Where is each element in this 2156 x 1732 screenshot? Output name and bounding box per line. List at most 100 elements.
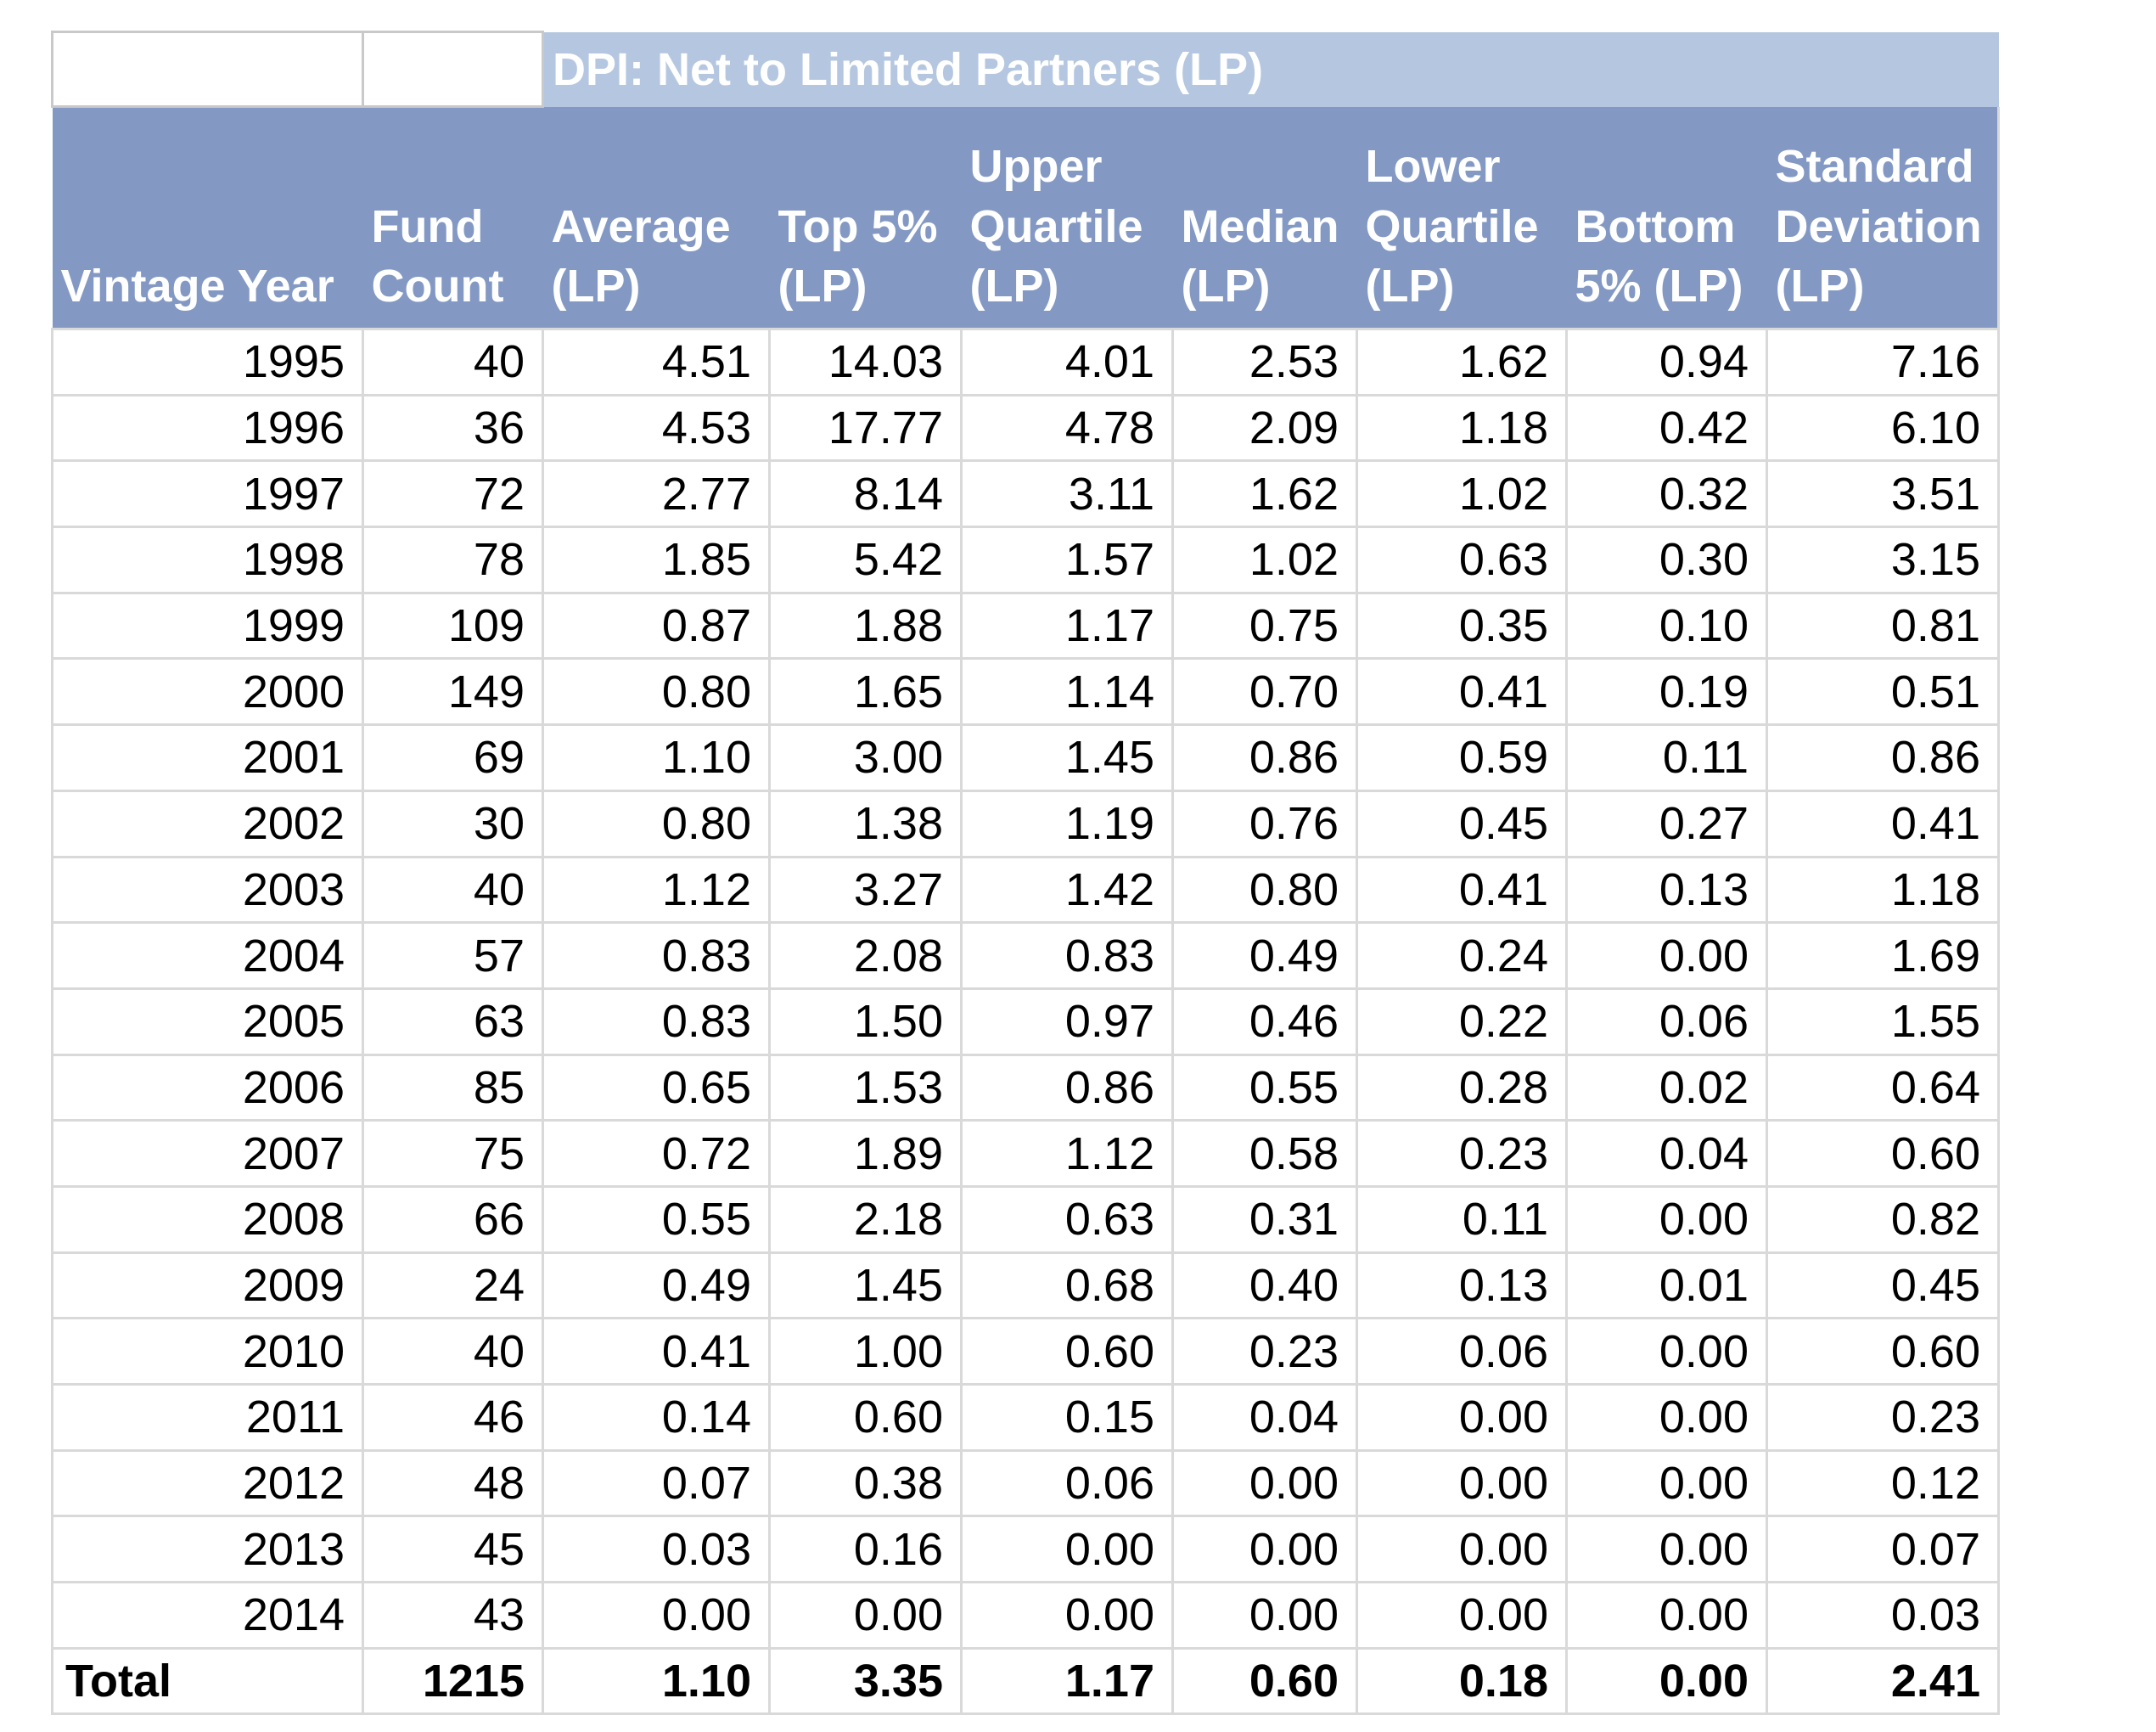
cell: 149: [362, 657, 544, 727]
cell: 0.86: [960, 1053, 1174, 1122]
cell: 0.83: [542, 987, 771, 1056]
table-row-2006: 2006 85 0.65 1.53 0.86 0.55 0.28 0.02 0.64: [51, 1053, 2000, 1122]
cell: 2.18: [768, 1184, 963, 1254]
cell: 1.65: [768, 657, 963, 727]
table-row-2009: 2009 24 0.49 1.45 0.68 0.40 0.13 0.01 0.45: [51, 1251, 2000, 1320]
cell: 85: [362, 1053, 544, 1122]
cell: 0.00: [1565, 1646, 1768, 1716]
table-row-2010: 2010 40 0.41 1.00 0.60 0.23 0.06 0.00 0.60: [51, 1317, 2000, 1386]
table-row-2013: 2013 45 0.03 0.16 0.00 0.00 0.00 0.00 0.07: [51, 1515, 2000, 1584]
cell: 2008: [51, 1184, 364, 1254]
cell: 8.14: [768, 459, 963, 529]
cell: 1.12: [960, 1119, 1174, 1188]
cell: 1215: [362, 1646, 544, 1716]
cell: 0.11: [1356, 1184, 1568, 1254]
cell: 3.15: [1766, 526, 2000, 594]
cell: 1.89: [768, 1119, 963, 1188]
table-body: 1995 40 4.51 14.03 4.01 2.53 1.62 0.94 7.16 1996 3…: [51, 328, 2000, 1716]
cell: 0.65: [542, 1053, 771, 1122]
cell: 1.02: [1356, 459, 1568, 529]
cell: 0.00: [1171, 1581, 1358, 1650]
cell: 0.63: [1356, 526, 1568, 594]
cell: 36: [362, 393, 544, 463]
cell: 24: [362, 1251, 544, 1320]
table-title: DPI: Net to Limited Partners (LP): [542, 31, 1999, 107]
cell: 1.42: [960, 855, 1174, 925]
cell: 2009: [51, 1251, 364, 1320]
table-row-2004: 2004 57 0.83 2.08 0.83 0.49 0.24 0.00 1.69: [51, 921, 2000, 990]
cell: 0.00: [1565, 1448, 1768, 1518]
total-row: Total 1215 1.10 3.35 1.17 0.60 0.18 0.00 2.41: [51, 1646, 2000, 1716]
cell: 43: [362, 1581, 544, 1650]
cell: 0.80: [542, 789, 771, 858]
table-row-2001: 2001 69 1.10 3.00 1.45 0.86 0.59 0.11 0.86: [51, 723, 2000, 792]
column-header-1: Fund Count: [362, 106, 543, 329]
cell: 0.83: [542, 921, 771, 990]
cell: 0.60: [1766, 1317, 2000, 1386]
table-row-1997: 1997 72 2.77 8.14 3.11 1.62 1.02 0.32 3.51: [51, 459, 2000, 529]
cell: 0.63: [960, 1184, 1174, 1254]
cell: 0.00: [960, 1515, 1174, 1584]
cell: 0.41: [1356, 855, 1568, 925]
cell: 0.15: [960, 1383, 1174, 1452]
cell: 0.86: [1171, 723, 1358, 792]
table-row-1999: 1999 109 0.87 1.88 1.17 0.75 0.35 0.10 0.81: [51, 591, 2000, 661]
cell: 0.49: [542, 1251, 771, 1320]
cell: 0.00: [1171, 1448, 1358, 1518]
cell: 1.62: [1356, 328, 1568, 396]
column-header-0: Vintage Year: [52, 106, 363, 329]
table-row-1995: 1995 40 4.51 14.03 4.01 2.53 1.62 0.94 7.16: [51, 328, 2000, 396]
cell: 0.06: [960, 1448, 1174, 1518]
cell: 0.22: [1356, 987, 1568, 1056]
cell: 0.11: [1565, 723, 1768, 792]
cell: 0.64: [1766, 1053, 2000, 1122]
cell: 2002: [51, 789, 364, 858]
cell: 2011: [51, 1383, 364, 1452]
cell: 5.42: [768, 526, 963, 594]
cell: 78: [362, 526, 544, 594]
cell: 57: [362, 921, 544, 990]
cell: 1.85: [542, 526, 771, 594]
cell: 1999: [51, 591, 364, 661]
cell: 0.45: [1766, 1251, 2000, 1320]
cell: 1.14: [960, 657, 1174, 727]
cell: 0.00: [768, 1581, 963, 1650]
cell: 0.00: [1171, 1515, 1358, 1584]
cell: 1.88: [768, 591, 963, 661]
table-row-2005: 2005 63 0.83 1.50 0.97 0.46 0.22 0.06 1.55: [51, 987, 2000, 1056]
cell: 7.16: [1766, 328, 2000, 396]
cell: 0.82: [1766, 1184, 2000, 1254]
cell: 0.00: [1565, 1184, 1768, 1254]
cell: 2006: [51, 1053, 364, 1122]
column-header-8: Standard Deviation (LP): [1766, 106, 2000, 329]
cell: 4.78: [960, 393, 1174, 463]
cell: 0.00: [1356, 1448, 1568, 1518]
cell: 0.23: [1356, 1119, 1568, 1188]
cell: 0.59: [1356, 723, 1568, 792]
cell: 1.45: [768, 1251, 963, 1320]
cell: 48: [362, 1448, 544, 1518]
cell: 40: [362, 855, 544, 925]
cell: 0.02: [1565, 1053, 1768, 1122]
cell: 0.23: [1171, 1317, 1358, 1386]
cell: 0.16: [768, 1515, 963, 1584]
cell: 2012: [51, 1448, 364, 1518]
cell: 0.03: [1766, 1581, 2000, 1650]
cell: 4.51: [542, 328, 771, 396]
cell: 0.49: [1171, 921, 1358, 990]
cell: 0.00: [1356, 1581, 1568, 1650]
cell: 1.17: [960, 1646, 1174, 1716]
cell: 2.77: [542, 459, 771, 529]
cell: 3.11: [960, 459, 1174, 529]
cell: 0.00: [1565, 1581, 1768, 1650]
cell: 3.35: [768, 1646, 963, 1716]
cell: 17.77: [768, 393, 963, 463]
cell: 1.69: [1766, 921, 2000, 990]
cell: 2.53: [1171, 328, 1358, 396]
cell: 0.24: [1356, 921, 1568, 990]
cell: 0.13: [1356, 1251, 1568, 1320]
column-header-2: Average (LP): [542, 106, 770, 329]
table-row-2012: 2012 48 0.07 0.38 0.06 0.00 0.00 0.00 0.12: [51, 1448, 2000, 1518]
cell: 0.10: [1565, 591, 1768, 661]
cell: 0.41: [542, 1317, 771, 1386]
